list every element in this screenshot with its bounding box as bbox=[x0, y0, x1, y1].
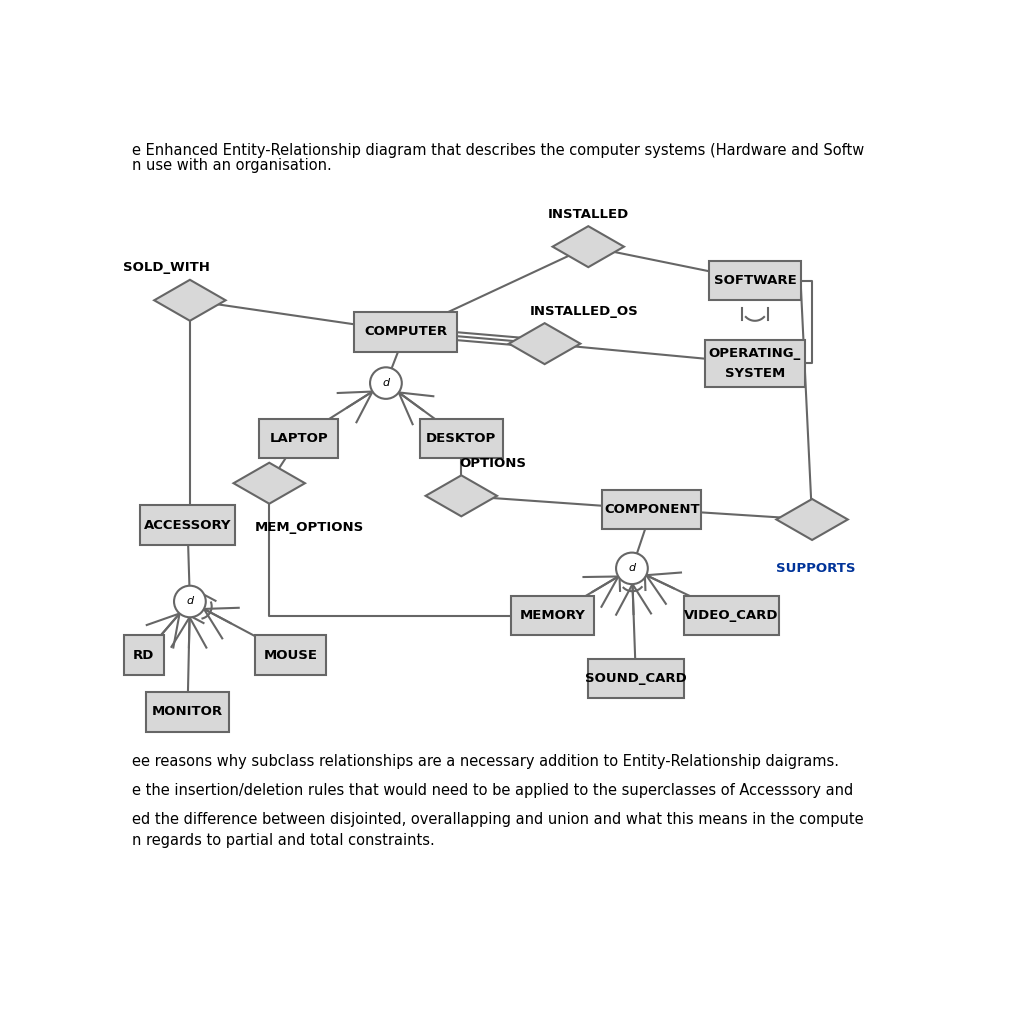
Polygon shape bbox=[233, 463, 305, 504]
FancyBboxPatch shape bbox=[124, 635, 164, 675]
FancyBboxPatch shape bbox=[706, 340, 805, 387]
FancyBboxPatch shape bbox=[145, 692, 229, 731]
Text: COMPUTER: COMPUTER bbox=[365, 326, 447, 338]
Text: ed the difference between disjointed, overallapping and union and what this mean: ed the difference between disjointed, ov… bbox=[132, 812, 863, 827]
Text: INSTALLED: INSTALLED bbox=[548, 208, 629, 220]
FancyBboxPatch shape bbox=[420, 419, 503, 458]
Text: SUPPORTS: SUPPORTS bbox=[776, 562, 856, 574]
Polygon shape bbox=[155, 280, 225, 321]
Text: ACCESSORY: ACCESSORY bbox=[143, 518, 231, 531]
Text: MONITOR: MONITOR bbox=[152, 706, 223, 719]
FancyBboxPatch shape bbox=[354, 312, 458, 351]
FancyBboxPatch shape bbox=[511, 596, 594, 635]
Text: d: d bbox=[629, 563, 636, 573]
Circle shape bbox=[616, 553, 648, 584]
Text: SOUND_CARD: SOUND_CARD bbox=[585, 673, 687, 685]
Text: INSTALLED_OS: INSTALLED_OS bbox=[530, 304, 639, 317]
Text: SOFTWARE: SOFTWARE bbox=[714, 274, 797, 287]
FancyBboxPatch shape bbox=[684, 596, 778, 635]
Text: d: d bbox=[382, 378, 389, 388]
Circle shape bbox=[174, 586, 206, 617]
Text: MOUSE: MOUSE bbox=[264, 648, 317, 662]
Text: ee reasons why subclass relationships are a necessary addition to Entity-Relatio: ee reasons why subclass relationships ar… bbox=[132, 754, 839, 769]
Polygon shape bbox=[509, 324, 581, 365]
Text: LAPTOP: LAPTOP bbox=[269, 432, 328, 444]
Text: RD: RD bbox=[133, 648, 155, 662]
Text: OPTIONS: OPTIONS bbox=[460, 457, 526, 470]
FancyBboxPatch shape bbox=[710, 261, 801, 300]
Text: MEM_OPTIONS: MEM_OPTIONS bbox=[254, 521, 364, 535]
FancyBboxPatch shape bbox=[588, 659, 684, 698]
Text: d: d bbox=[186, 597, 194, 606]
FancyBboxPatch shape bbox=[259, 419, 338, 458]
FancyBboxPatch shape bbox=[602, 489, 701, 529]
Text: SOLD_WITH: SOLD_WITH bbox=[123, 261, 210, 274]
Polygon shape bbox=[426, 475, 497, 516]
FancyBboxPatch shape bbox=[255, 635, 327, 675]
Text: e Enhanced Entity-Relationship diagram that describes the computer systems (Hard: e Enhanced Entity-Relationship diagram t… bbox=[132, 142, 864, 158]
Text: MEMORY: MEMORY bbox=[519, 609, 586, 623]
Polygon shape bbox=[776, 499, 848, 540]
Text: n use with an organisation.: n use with an organisation. bbox=[132, 158, 332, 173]
Text: n regards to partial and total constraints.: n regards to partial and total constrain… bbox=[132, 833, 435, 848]
Text: e the insertion/deletion rules that would need to be applied to the superclasses: e the insertion/deletion rules that woul… bbox=[132, 782, 853, 798]
FancyBboxPatch shape bbox=[140, 505, 236, 545]
Text: COMPONENT: COMPONENT bbox=[604, 503, 699, 516]
Circle shape bbox=[370, 368, 401, 398]
Text: VIDEO_CARD: VIDEO_CARD bbox=[684, 609, 778, 623]
Text: SYSTEM: SYSTEM bbox=[725, 368, 785, 380]
Text: DESKTOP: DESKTOP bbox=[426, 432, 497, 444]
Polygon shape bbox=[553, 226, 624, 267]
Text: OPERATING_: OPERATING_ bbox=[709, 346, 801, 359]
